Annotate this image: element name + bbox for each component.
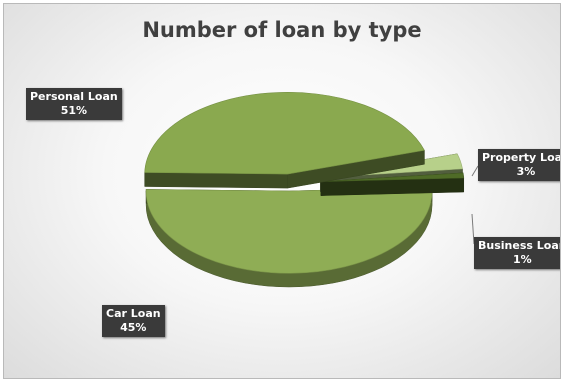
data-label-personal-loan: Personal Loan 51% [26,88,122,120]
data-label-value: 45% [106,321,161,335]
data-label-value: 3% [482,165,561,179]
chart-frame: Number of loan by type Personal Loan 51%… [3,3,561,379]
data-label-name: Property Loan [482,151,561,165]
slice-side [145,173,288,189]
data-label-car-loan: Car Loan 45% [102,305,165,337]
data-label-value: 51% [30,104,118,118]
data-label-property-loan: Property Loan 3% [478,149,561,181]
data-label-name: Business Loan [478,239,561,253]
data-label-business-loan: Business Loan 1% [474,237,561,269]
pie-chart [4,4,561,379]
data-label-name: Car Loan [106,307,161,321]
data-label-name: Personal Loan [30,90,118,104]
slice-personal-loan [146,187,432,287]
data-label-value: 1% [478,253,561,267]
